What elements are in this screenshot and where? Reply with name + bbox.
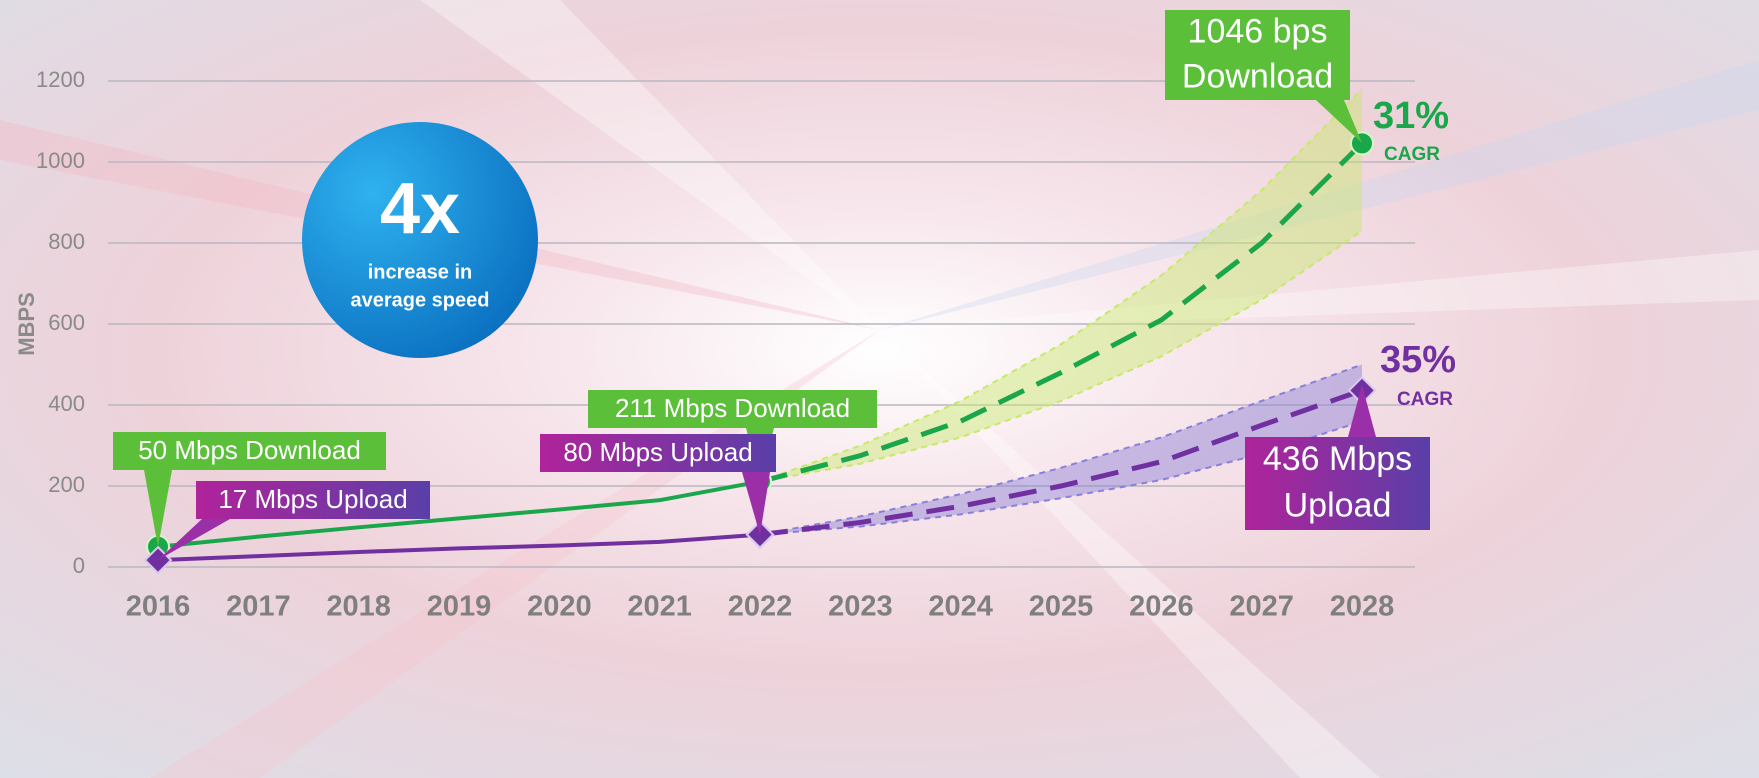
callout: 1046 bps Download (1165, 10, 1362, 143)
badge-text: increase in (368, 261, 473, 283)
cagr-label: CAGR (1397, 389, 1453, 410)
x-tick-label: 2019 (427, 591, 492, 623)
confidence-band (760, 364, 1362, 535)
callout: 50 Mbps Download (113, 432, 386, 547)
series-line (759, 388, 1363, 538)
x-tick-label: 2020 (527, 591, 592, 623)
callout: 17 Mbps Upload (158, 481, 430, 560)
series-line (759, 141, 1364, 484)
band-edge (759, 230, 1363, 483)
callout-box (113, 432, 386, 470)
callout-text: 80 Mbps Upload (563, 437, 752, 467)
cagr-label: CAGR (1384, 144, 1440, 165)
y-tick-label: 400 (48, 391, 85, 416)
callout-text: 1046 bps (1188, 12, 1328, 50)
callout-text: 17 Mbps Upload (218, 484, 407, 514)
x-tick-label: 2021 (627, 591, 692, 623)
y-tick-label: 800 (48, 229, 85, 254)
callout-pointer (1316, 100, 1362, 143)
x-tick-label: 2023 (828, 591, 893, 623)
x-tick-label: 2025 (1029, 591, 1094, 623)
y-tick-label: 1000 (36, 148, 85, 173)
callout-text: Download (1182, 57, 1333, 95)
badge-text: average speed (351, 289, 490, 311)
callout-box (1165, 10, 1350, 100)
band-edge (759, 363, 1363, 536)
x-tick-label: 2017 (226, 591, 291, 623)
y-tick-label: 1200 (36, 67, 85, 92)
callout-text: Upload (1284, 487, 1392, 525)
cagr-value: 31% (1373, 95, 1449, 137)
x-tick-label: 2028 (1330, 591, 1395, 623)
callout-box (196, 481, 430, 519)
x-tick-label: 2024 (928, 591, 993, 623)
callout-pointer (1348, 385, 1376, 437)
point-marker (143, 545, 173, 575)
callout-pointer (144, 470, 172, 547)
x-tick-label: 2026 (1129, 591, 1194, 623)
series-line (157, 479, 761, 549)
callout-text: 50 Mbps Download (138, 435, 361, 465)
callout: 436 Mbps Upload (1245, 385, 1430, 530)
callout-text: 211 Mbps Download (615, 393, 850, 423)
callout: 80 Mbps Upload (540, 434, 776, 535)
confidence-band (760, 89, 1362, 482)
callout-box (588, 390, 877, 428)
badge-title: 4x (380, 169, 460, 249)
callout-pointer (742, 472, 770, 535)
callout-box (1245, 437, 1430, 530)
y-tick-label: 600 (48, 310, 85, 335)
badge-circle (302, 122, 538, 358)
series-line (157, 532, 761, 563)
band-edge (759, 88, 1363, 483)
x-tick-label: 2022 (728, 591, 793, 623)
callout-text: 436 Mbps (1263, 440, 1412, 478)
callout-pointer (158, 519, 230, 560)
x-tick-label: 2016 (126, 591, 191, 623)
y-tick-label: 0 (73, 553, 85, 578)
x-tick-label: 2018 (326, 591, 391, 623)
x-tick-label: 2027 (1229, 591, 1294, 623)
callout-box (540, 434, 776, 472)
callout: 211 Mbps Download (588, 390, 877, 482)
y-tick-label: 200 (48, 472, 85, 497)
y-axis-label: MBPS (14, 292, 39, 356)
cagr-value: 35% (1380, 339, 1456, 381)
point-marker (1350, 131, 1374, 156)
